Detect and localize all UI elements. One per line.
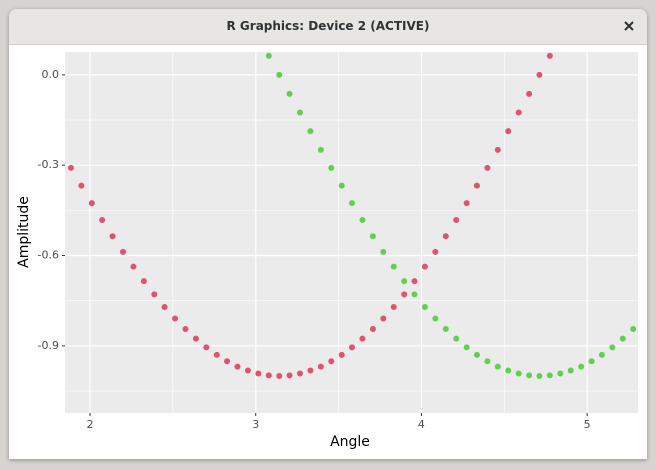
y-tick-label: -0.6 <box>38 249 59 262</box>
title-bar: R Graphics: Device 2 (ACTIVE) <box>9 9 647 45</box>
point <box>265 52 272 59</box>
point <box>484 358 491 365</box>
point <box>276 372 283 379</box>
point <box>359 335 366 342</box>
point <box>442 233 449 240</box>
point <box>557 370 564 377</box>
point <box>348 200 355 207</box>
point <box>276 71 283 78</box>
point <box>505 367 512 374</box>
point <box>151 291 158 298</box>
point <box>411 278 418 285</box>
x-tick-label: 3 <box>252 418 259 431</box>
point <box>338 182 345 189</box>
point <box>578 363 585 370</box>
point <box>411 291 418 298</box>
x-tick-label: 5 <box>584 418 591 431</box>
point <box>442 325 449 332</box>
point <box>213 351 220 358</box>
point <box>473 182 480 189</box>
point <box>380 248 387 255</box>
point <box>526 90 533 97</box>
point <box>296 370 303 377</box>
point <box>536 372 543 379</box>
y-tick-label: -0.3 <box>38 158 59 171</box>
point <box>473 351 480 358</box>
point <box>88 200 95 207</box>
point <box>390 263 397 270</box>
point <box>67 164 74 171</box>
point <box>609 344 616 351</box>
point <box>328 164 335 171</box>
point <box>192 335 199 342</box>
point <box>484 164 491 171</box>
point <box>286 90 293 97</box>
point <box>182 325 189 332</box>
point <box>598 351 605 358</box>
point <box>588 358 595 365</box>
point <box>317 363 324 370</box>
point <box>432 315 439 322</box>
point <box>401 278 408 285</box>
point <box>119 248 126 255</box>
point <box>432 248 439 255</box>
point <box>619 335 626 342</box>
y-tick-label: -0.9 <box>38 339 59 352</box>
window-title: R Graphics: Device 2 (ACTIVE) <box>226 19 430 33</box>
point <box>546 52 553 59</box>
point <box>338 351 345 358</box>
point <box>453 217 460 224</box>
point <box>401 291 408 298</box>
point <box>265 372 272 379</box>
point <box>515 370 522 377</box>
point <box>359 217 366 224</box>
point <box>296 109 303 116</box>
point <box>369 325 376 332</box>
point <box>286 372 293 379</box>
point <box>130 263 137 270</box>
point <box>161 304 168 311</box>
point <box>536 71 543 78</box>
close-button[interactable] <box>623 20 635 32</box>
point <box>630 325 637 332</box>
point <box>244 367 251 374</box>
point <box>380 315 387 322</box>
y-tick-label: 0.0 <box>42 68 60 81</box>
point <box>348 344 355 351</box>
point <box>307 128 314 135</box>
window: R Graphics: Device 2 (ACTIVE) Angle Ampl… <box>9 9 647 459</box>
point <box>307 367 314 374</box>
point <box>526 372 533 379</box>
point <box>421 263 428 270</box>
point <box>505 128 512 135</box>
point <box>328 358 335 365</box>
point <box>234 363 241 370</box>
point <box>463 200 470 207</box>
point <box>172 315 179 322</box>
point <box>255 370 262 377</box>
x-axis-label: Angle <box>330 434 370 450</box>
point <box>567 367 574 374</box>
x-tick-label: 2 <box>87 418 94 431</box>
point <box>78 182 85 189</box>
point <box>421 304 428 311</box>
chart: Angle Amplitude 2 3 4 5 0.0 -0.3 -0.6 -0.9 <box>16 52 638 450</box>
point <box>317 146 324 153</box>
point <box>224 358 231 365</box>
x-tick-label: 4 <box>418 418 425 431</box>
point <box>463 344 470 351</box>
point <box>453 335 460 342</box>
point <box>140 278 147 285</box>
point <box>515 109 522 116</box>
point <box>546 372 553 379</box>
point <box>494 363 501 370</box>
point <box>390 304 397 311</box>
y-axis-label: Amplitude <box>16 196 32 268</box>
point <box>494 146 501 153</box>
panel <box>65 52 638 413</box>
point <box>203 344 210 351</box>
point <box>109 233 116 240</box>
point <box>369 233 376 240</box>
point <box>99 217 106 224</box>
